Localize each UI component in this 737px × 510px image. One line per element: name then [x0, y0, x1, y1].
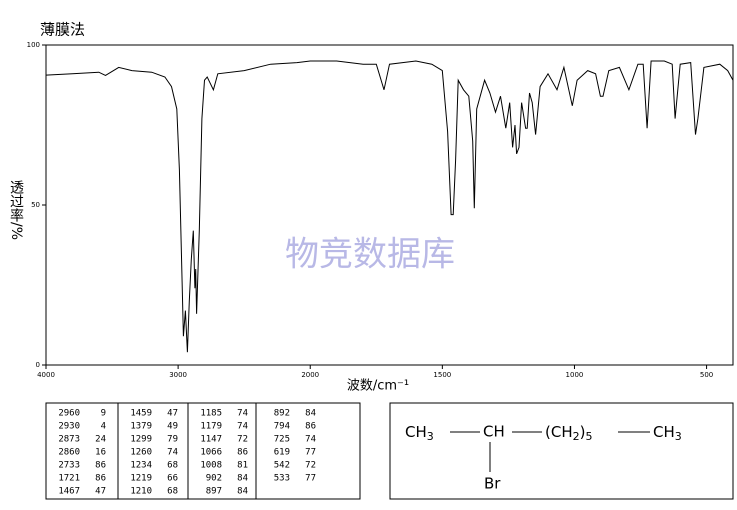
peak-wavenumber: 1219	[130, 474, 152, 484]
peak-wavenumber: 1210	[130, 487, 152, 497]
peak-wavenumber: 1147	[200, 435, 222, 445]
peak-transmittance: 84	[237, 487, 248, 497]
spectrum-line	[45, 60, 734, 353]
peak-wavenumber: 1066	[200, 448, 222, 458]
peak-transmittance: 47	[167, 409, 178, 419]
peak-transmittance: 74	[237, 422, 248, 432]
structure: CH3 CH (CH2)5 CH3 Br	[405, 423, 682, 493]
group: CH3	[405, 423, 434, 444]
peak-wavenumber: 2873	[58, 435, 80, 445]
watermark: 物竞数据库	[285, 235, 455, 275]
peak-transmittance: 68	[167, 461, 178, 471]
peak-transmittance: 86	[95, 474, 106, 484]
x-tick-label: 500	[700, 371, 713, 379]
peak-transmittance: 74	[167, 448, 178, 458]
peak-transmittance: 84	[237, 474, 248, 484]
x-tick-label: 1000	[566, 371, 584, 379]
x-axis-label: 波数/cm⁻¹	[347, 379, 409, 394]
chart-title: 薄膜法	[40, 21, 85, 39]
group: CH3	[653, 423, 682, 444]
peak-wavenumber: 1234	[130, 461, 152, 471]
peak-wavenumber: 892	[274, 409, 290, 419]
peak-wavenumber: 2930	[58, 422, 80, 432]
peak-wavenumber: 2733	[58, 461, 80, 471]
peak-transmittance: 74	[305, 435, 316, 445]
peak-wavenumber: 2960	[58, 409, 80, 419]
peak-wavenumber: 619	[274, 448, 290, 458]
peak-wavenumber: 897	[206, 487, 222, 497]
peak-transmittance: 84	[305, 409, 316, 419]
x-tick-label: 4000	[37, 371, 55, 379]
peak-transmittance: 81	[237, 461, 248, 471]
peak-transmittance: 49	[167, 422, 178, 432]
peak-transmittance: 66	[167, 474, 178, 484]
group: CH	[483, 423, 505, 441]
peak-wavenumber: 902	[206, 474, 222, 484]
peak-wavenumber: 1379	[130, 422, 152, 432]
peak-transmittance: 72	[305, 461, 316, 471]
y-axis-label: 透过率/%	[8, 180, 24, 240]
group: (CH2)5	[545, 423, 592, 444]
peak-wavenumber: 794	[274, 422, 290, 432]
y-tick-label: 100	[27, 41, 40, 49]
peak-transmittance: 77	[305, 474, 316, 484]
peak-wavenumber: 2860	[58, 448, 80, 458]
y-tick-label: 0	[36, 361, 40, 369]
peak-transmittance: 68	[167, 487, 178, 497]
peak-transmittance: 24	[95, 435, 106, 445]
y-tick-label: 50	[31, 201, 40, 209]
peak-wavenumber: 1721	[58, 474, 80, 484]
x-tick-label: 2000	[301, 371, 319, 379]
peak-wavenumber: 1459	[130, 409, 152, 419]
peak-wavenumber: 725	[274, 435, 290, 445]
peak-transmittance: 77	[305, 448, 316, 458]
peak-transmittance: 86	[237, 448, 248, 458]
x-tick-label: 3000	[169, 371, 187, 379]
structure-frame	[389, 402, 734, 500]
peak-wavenumber: 1299	[130, 435, 152, 445]
peak-transmittance: 4	[101, 422, 106, 432]
peak-wavenumber: 1179	[200, 422, 222, 432]
peak-transmittance: 16	[95, 448, 106, 458]
peak-wavenumber: 1008	[200, 461, 222, 471]
peak-transmittance: 86	[95, 461, 106, 471]
plot-frame	[45, 44, 734, 366]
peak-wavenumber: 533	[274, 474, 290, 484]
peak-transmittance: 72	[237, 435, 248, 445]
x-tick-label: 1500	[433, 371, 451, 379]
peak-wavenumber: 1260	[130, 448, 152, 458]
peak-wavenumber: 1185	[200, 409, 222, 419]
peak-transmittance: 79	[167, 435, 178, 445]
peak-transmittance: 74	[237, 409, 248, 419]
peak-table-frame	[45, 402, 361, 500]
peak-wavenumber: 542	[274, 461, 290, 471]
peak-wavenumber: 1467	[58, 487, 80, 497]
peak-transmittance: 86	[305, 422, 316, 432]
group: Br	[484, 475, 501, 493]
peak-transmittance: 9	[101, 409, 106, 419]
peak-transmittance: 47	[95, 487, 106, 497]
